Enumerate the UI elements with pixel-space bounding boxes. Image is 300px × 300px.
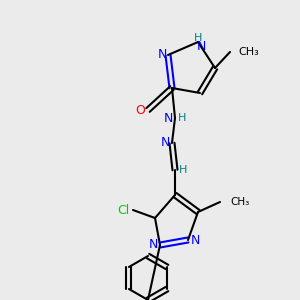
Text: Cl: Cl bbox=[117, 203, 129, 217]
Text: H: H bbox=[178, 113, 186, 123]
Text: O: O bbox=[135, 103, 145, 116]
Text: H: H bbox=[179, 165, 187, 175]
Text: N: N bbox=[148, 238, 158, 251]
Text: CH₃: CH₃ bbox=[238, 47, 259, 57]
Text: N: N bbox=[196, 40, 206, 53]
Text: N: N bbox=[157, 49, 167, 62]
Text: N: N bbox=[163, 112, 173, 124]
Text: N: N bbox=[160, 136, 170, 149]
Text: H: H bbox=[194, 33, 202, 43]
Text: CH₃: CH₃ bbox=[230, 197, 249, 207]
Text: N: N bbox=[190, 233, 200, 247]
